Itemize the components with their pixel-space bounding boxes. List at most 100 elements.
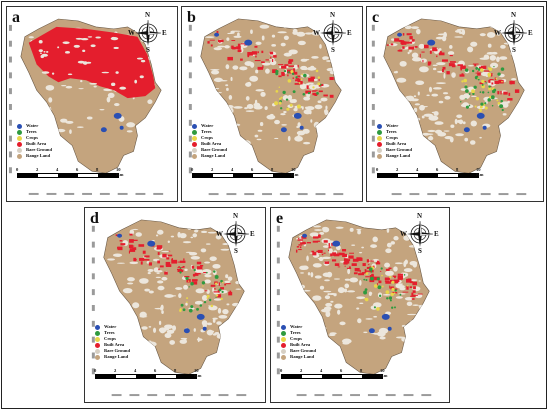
scale-segment: [213, 174, 233, 177]
bare-ground-patch: [268, 58, 276, 61]
bare-ground-patch: [313, 78, 318, 81]
built-area: [300, 81, 303, 84]
vegetation-patch: [386, 297, 389, 300]
bare-ground-patch: [213, 298, 222, 301]
bare-ground-patch: [45, 84, 55, 91]
bare-ground-patch: [80, 37, 89, 41]
legend-item: Trees: [281, 330, 316, 336]
built-area: [298, 249, 302, 251]
bare-ground-patch: [429, 135, 432, 138]
built-area: [392, 275, 397, 277]
vegetation-patch: [488, 67, 493, 72]
built-area: [251, 53, 258, 55]
north-arrow-compass: N S W E: [128, 11, 167, 54]
built-area: [379, 270, 382, 272]
longitude-tick-label: [236, 394, 247, 397]
bare-ground-patch: [60, 118, 68, 123]
built-area: [342, 248, 347, 252]
built-area: [310, 76, 315, 79]
legend-label: Crops: [386, 135, 398, 141]
built-area: [232, 46, 237, 50]
vegetation-patch: [208, 298, 212, 302]
scale-tick-label: 4: [134, 368, 137, 373]
bare-ground-patch: [194, 230, 199, 232]
vegetation-patch: [390, 292, 394, 297]
built-area: [218, 282, 221, 286]
bare-ground-patch: [188, 252, 198, 256]
vegetation-patch: [403, 274, 406, 276]
scale-tick-label: 4: [231, 167, 234, 172]
built-area: [288, 60, 292, 64]
bare-ground-patch: [182, 241, 192, 244]
built-area: [177, 261, 181, 263]
latitude-tick-label: [188, 167, 192, 174]
built-area: [384, 280, 390, 282]
built-area: [402, 46, 405, 49]
bare-ground-patch: [194, 301, 198, 305]
built-area: [138, 244, 145, 247]
built-area: [306, 242, 312, 244]
built-area: [352, 258, 359, 262]
bare-ground-patch: [344, 288, 348, 293]
bare-ground-patch: [406, 301, 413, 306]
bare-ground-patch: [386, 227, 390, 233]
built-area: [196, 261, 202, 265]
vegetation-patch: [399, 293, 402, 296]
vegetation-patch: [465, 98, 467, 100]
bare-ground-patch: [41, 71, 50, 74]
vegetation-patch: [295, 76, 298, 79]
bare-ground-patch: [373, 333, 382, 335]
built-area: [237, 49, 242, 53]
legend-item: Water: [281, 324, 316, 330]
bare-ground-patch: [257, 129, 263, 132]
scale-segment: [96, 375, 116, 378]
built-area: [139, 257, 145, 261]
bare-ground-patch: [390, 241, 395, 245]
bare-ground-patch: [344, 278, 351, 281]
bare-ground-patch: [301, 265, 309, 270]
bare-ground-patch: [38, 39, 43, 44]
built-area: [354, 267, 360, 272]
vegetation-patch: [477, 78, 480, 81]
built-area: [357, 270, 361, 272]
compass-n-label: N: [330, 11, 336, 19]
bare-ground-patch: [511, 77, 517, 81]
bare-ground-patch: [393, 266, 398, 272]
built-area: [296, 246, 300, 248]
latitude-tick-label: [91, 241, 95, 248]
built-area: [292, 77, 295, 79]
vegetation-patch: [471, 89, 475, 94]
bare-ground-patch: [190, 255, 200, 260]
built-area: [394, 276, 396, 279]
built-area: [237, 43, 241, 48]
legend-label: Water: [26, 123, 39, 128]
latitude-tick-label: [188, 56, 192, 63]
bare-ground-patch: [255, 41, 262, 45]
bare-ground-patch: [325, 105, 328, 110]
built-area: [312, 240, 319, 243]
bare-ground-patch: [395, 283, 403, 289]
built-area: [398, 49, 403, 52]
compass-n-label: N: [233, 212, 239, 220]
bare-ground-patch: [99, 109, 105, 111]
bare-ground-patch: [300, 58, 308, 62]
bare-ground-patch: [337, 287, 345, 294]
bare-ground-patch: [255, 69, 259, 74]
built-area: [180, 269, 184, 272]
built-area: [298, 237, 300, 239]
latitude-tick-label: [91, 225, 95, 232]
longitude-tick-label: [333, 193, 344, 196]
built-area: [446, 71, 450, 75]
longitude-tick-label: [332, 394, 343, 397]
panel-label: a: [12, 9, 20, 26]
bare-ground-patch: [479, 33, 486, 37]
legend-swatch: [95, 336, 100, 342]
bare-ground-patch: [328, 333, 336, 337]
bare-ground-patch: [437, 33, 447, 36]
built-area: [394, 38, 400, 42]
scale-tick-label: 8: [360, 368, 363, 373]
legend-label: Range Land: [104, 354, 129, 360]
bare-ground-patch: [250, 29, 253, 34]
bare-ground-patch: [395, 296, 403, 299]
legend-swatch: [377, 147, 382, 153]
